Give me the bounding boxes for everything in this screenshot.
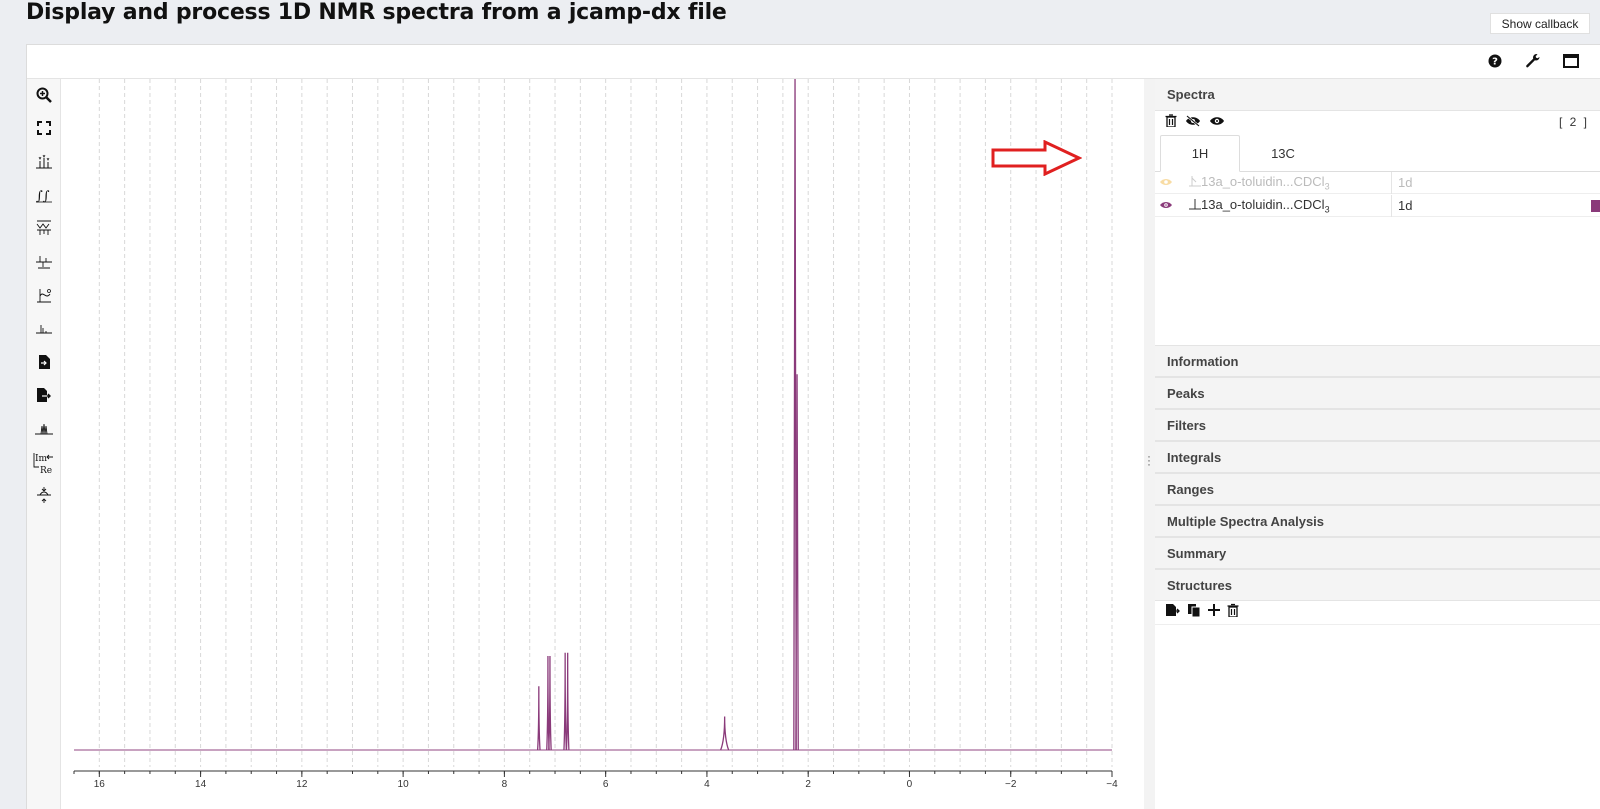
page-title: Display and process 1D NMR spectra from … [26,0,727,25]
x-axis-tick-label: 8 [502,779,508,790]
x-axis-tick-label: 2 [805,779,811,790]
spectrum-name-subscript: 3 [1324,181,1330,192]
spectrum-name: 13a_o-toluidin...CDCl [1201,173,1325,189]
zoom-icon[interactable] [31,82,57,108]
x-axis-tick-label: 12 [296,779,308,790]
red-arrow-annotation [991,140,1082,176]
baseline-correction-icon[interactable] [31,282,57,308]
copy-structure-icon[interactable] [1187,603,1201,622]
spectra-section: [ 2 ] 1H 13C 13a_o-toluidin...CDCl3 1d [1155,111,1600,345]
spectrum-name: 13a_o-toluidin...CDCl [1201,196,1325,212]
spectrum-1d-icon [1189,198,1201,210]
structures-toolbar [1155,601,1600,625]
show-all-icon[interactable] [1209,114,1225,132]
x-axis-tick-label: −2 [1005,779,1017,790]
x-axis-tick-label: 14 [195,779,207,790]
nmr-viewer: ? ∫∫ [26,44,1600,809]
spectrum-row[interactable]: 13a_o-toluidin...CDCl3 1d [1155,194,1600,217]
x-axis-tick-label: 16 [94,779,106,790]
spectrum-dimension: 1d [1391,194,1412,217]
summary-section-header[interactable]: Summary [1155,537,1600,569]
nucleus-tabs: 1H 13C [1155,135,1600,172]
filters-section-header[interactable]: Filters [1155,409,1600,441]
spectrum-name-subscript: 3 [1324,204,1330,215]
spectrum-plot[interactable]: 16 14 12 10 8 6 4 2 0 −2 −4 [62,78,1144,809]
spectrum-peak [536,686,541,751]
spectrum-peak [795,374,799,751]
integrals-section-header[interactable]: Integrals [1155,441,1600,473]
exclusion-zone-icon[interactable] [31,315,57,341]
x-axis-tick-label: 0 [907,779,913,790]
fullscreen-icon[interactable] [1561,51,1581,71]
ranges-section-header[interactable]: Ranges [1155,473,1600,505]
spectrum-1d-icon [1189,175,1201,187]
show-callback-button[interactable]: Show callback [1490,13,1590,34]
svg-text:?: ? [1492,57,1498,68]
spectrum-peak [546,656,550,751]
right-panel: Spectra [ 2 ] 1H 13C [1155,79,1600,809]
spectra-count: [ 2 ] [1558,115,1589,129]
svg-text:Re: Re [40,466,52,476]
peak-picking-icon[interactable] [31,149,57,175]
export-icon[interactable] [31,382,57,408]
integral-icon[interactable]: ∫∫ [31,182,57,208]
multiplet-analysis-icon[interactable] [31,415,57,441]
spectrum-peak [565,652,570,751]
spectrum-peak [563,652,568,751]
fit-icon[interactable] [31,115,57,141]
svg-text:Im: Im [35,454,48,464]
tab-1h[interactable]: 1H [1160,135,1240,172]
visibility-eye-icon[interactable] [1159,175,1173,190]
x-axis-tick-label: 10 [398,779,410,790]
delete-icon[interactable] [1165,114,1177,132]
spectrum-peak [793,78,797,751]
apodization-icon[interactable] [31,482,57,508]
wrench-icon[interactable] [1523,51,1543,71]
x-axis-tick-label: −4 [1106,779,1118,790]
spectrum-peak [548,656,552,751]
information-section-header[interactable]: Information [1155,345,1600,377]
spectrum-chart[interactable]: 16 14 12 10 8 6 4 2 0 −2 −4 [62,78,1144,809]
visibility-eye-icon[interactable] [1159,198,1173,213]
export-structure-icon[interactable] [1165,603,1181,622]
real-imaginary-icon[interactable]: Im Re [31,449,57,479]
spectrum-color-swatch[interactable] [1591,200,1600,212]
add-structure-icon[interactable] [1207,603,1221,622]
multiple-spectra-analysis-section-header[interactable]: Multiple Spectra Analysis [1155,505,1600,537]
tools-sidebar: ∫∫ Im Re [27,79,61,809]
help-icon[interactable]: ? [1485,51,1505,71]
tab-13c[interactable]: 13C [1271,146,1295,161]
spectra-section-header[interactable]: Spectra [1155,79,1600,111]
panel-splitter[interactable]: · · · [1144,79,1155,809]
spectrum-row[interactable]: 13a_o-toluidin...CDCl3 1d [1155,171,1600,194]
spectrum-peak [720,716,730,751]
structures-section-header[interactable]: Structures [1155,569,1600,601]
top-bar: ? [27,45,1600,79]
phase-correction-icon[interactable] [31,249,57,275]
hide-all-icon[interactable] [1185,114,1201,132]
spectrum-dimension: 1d [1391,171,1412,194]
x-axis-tick-label: 4 [704,779,710,790]
x-axis-tick-label: 6 [603,779,609,790]
peaks-section-header[interactable]: Peaks [1155,377,1600,409]
zero-filling-icon[interactable] [31,215,57,241]
import-icon[interactable] [31,349,57,375]
svg-text:∫∫: ∫∫ [36,189,50,204]
structure-area[interactable] [1155,625,1600,809]
delete-structure-icon[interactable] [1227,603,1239,622]
